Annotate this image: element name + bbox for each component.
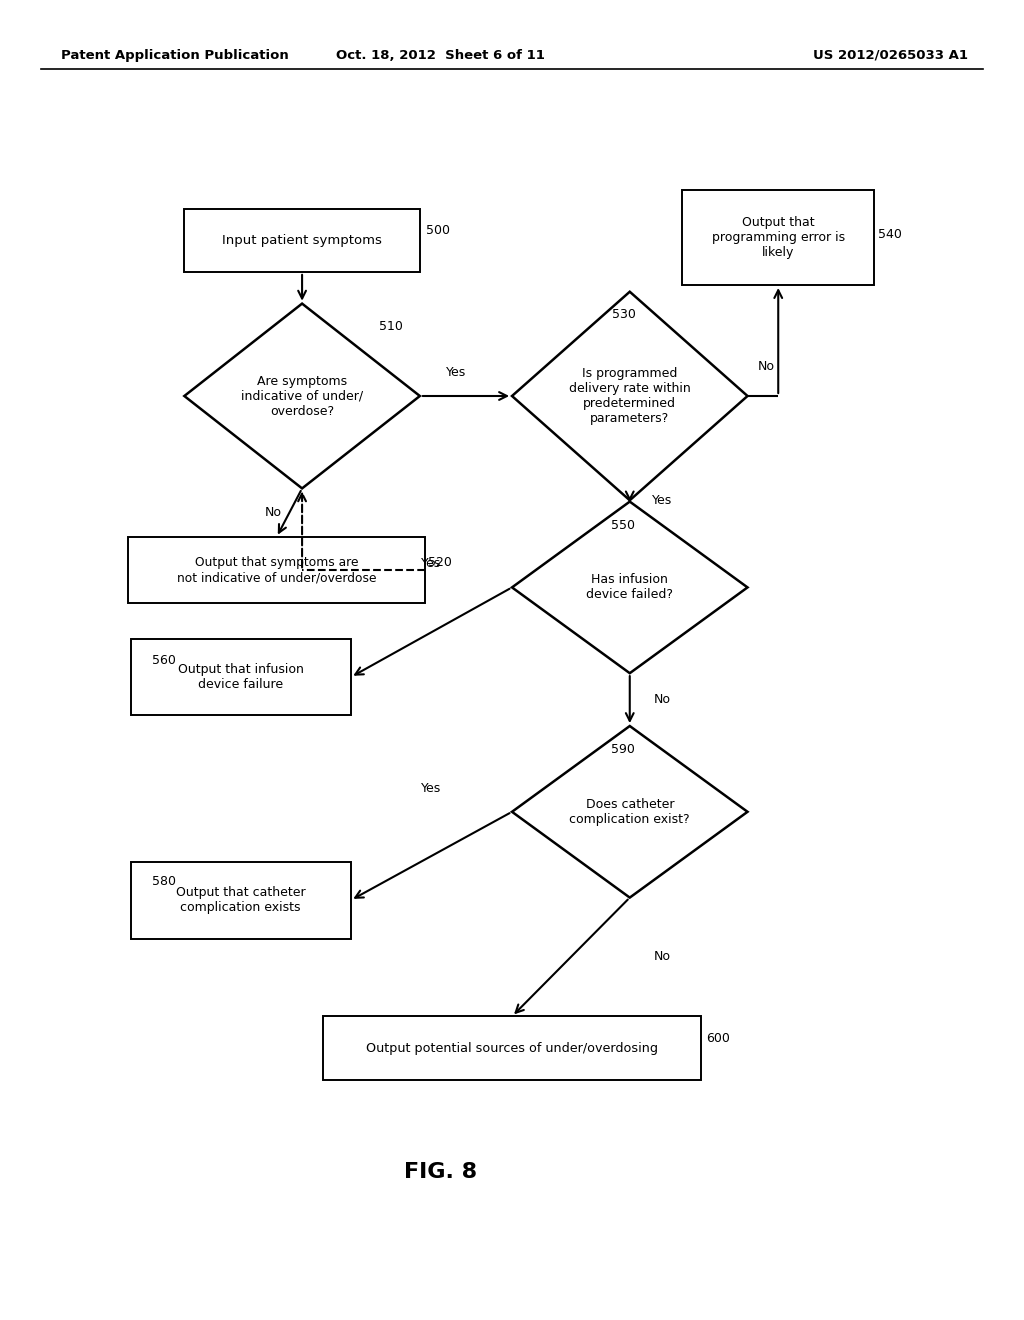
Text: Patent Application Publication: Patent Application Publication [61,49,289,62]
FancyArrowPatch shape [626,676,634,721]
FancyBboxPatch shape [131,639,350,715]
Text: US 2012/0265033 A1: US 2012/0265033 A1 [813,49,968,62]
Text: 600: 600 [707,1032,730,1045]
FancyArrowPatch shape [298,494,306,568]
Text: Output that infusion
device failure: Output that infusion device failure [178,663,303,692]
Text: 520: 520 [428,556,452,569]
Text: Output potential sources of under/overdosing: Output potential sources of under/overdo… [366,1041,658,1055]
Polygon shape [512,292,748,500]
Polygon shape [512,502,748,673]
Text: 540: 540 [878,228,901,242]
FancyArrowPatch shape [516,899,628,1012]
Text: 530: 530 [612,308,636,321]
Text: Yes: Yes [421,781,441,795]
FancyArrowPatch shape [298,275,306,298]
Text: Yes: Yes [421,557,441,570]
FancyArrowPatch shape [355,813,510,898]
FancyArrowPatch shape [774,290,782,393]
Text: 500: 500 [426,224,450,238]
Text: Does catheter
complication exist?: Does catheter complication exist? [569,797,690,826]
Text: Are symptoms
indicative of under/
overdose?: Are symptoms indicative of under/ overdo… [241,375,364,417]
Text: 560: 560 [152,653,175,667]
FancyArrowPatch shape [279,491,301,533]
Text: No: No [758,360,775,374]
FancyArrowPatch shape [355,589,510,675]
Text: Yes: Yes [445,366,466,379]
FancyBboxPatch shape [131,862,350,939]
FancyArrowPatch shape [423,392,507,400]
FancyBboxPatch shape [128,537,425,603]
Text: 550: 550 [611,519,635,532]
Text: Output that
programming error is
likely: Output that programming error is likely [712,216,845,259]
FancyBboxPatch shape [323,1016,701,1080]
FancyBboxPatch shape [184,209,420,272]
Text: No: No [265,507,282,519]
Polygon shape [184,304,420,488]
Text: Has infusion
device failed?: Has infusion device failed? [587,573,673,602]
FancyArrowPatch shape [626,491,634,500]
Text: Output that catheter
complication exists: Output that catheter complication exists [176,886,305,915]
Text: Is programmed
delivery rate within
predetermined
parameters?: Is programmed delivery rate within prede… [569,367,690,425]
Text: No: No [654,950,671,964]
Text: Yes: Yes [652,495,673,507]
Polygon shape [512,726,748,898]
Text: 590: 590 [611,743,635,756]
Text: FIG. 8: FIG. 8 [403,1162,477,1183]
Text: Oct. 18, 2012  Sheet 6 of 11: Oct. 18, 2012 Sheet 6 of 11 [336,49,545,62]
Text: No: No [654,693,671,706]
Text: Output that symptoms are
not indicative of under/overdose: Output that symptoms are not indicative … [177,556,376,585]
Text: 580: 580 [152,875,175,888]
Text: 510: 510 [379,319,402,333]
FancyBboxPatch shape [682,190,874,285]
Text: Input patient symptoms: Input patient symptoms [222,234,382,247]
